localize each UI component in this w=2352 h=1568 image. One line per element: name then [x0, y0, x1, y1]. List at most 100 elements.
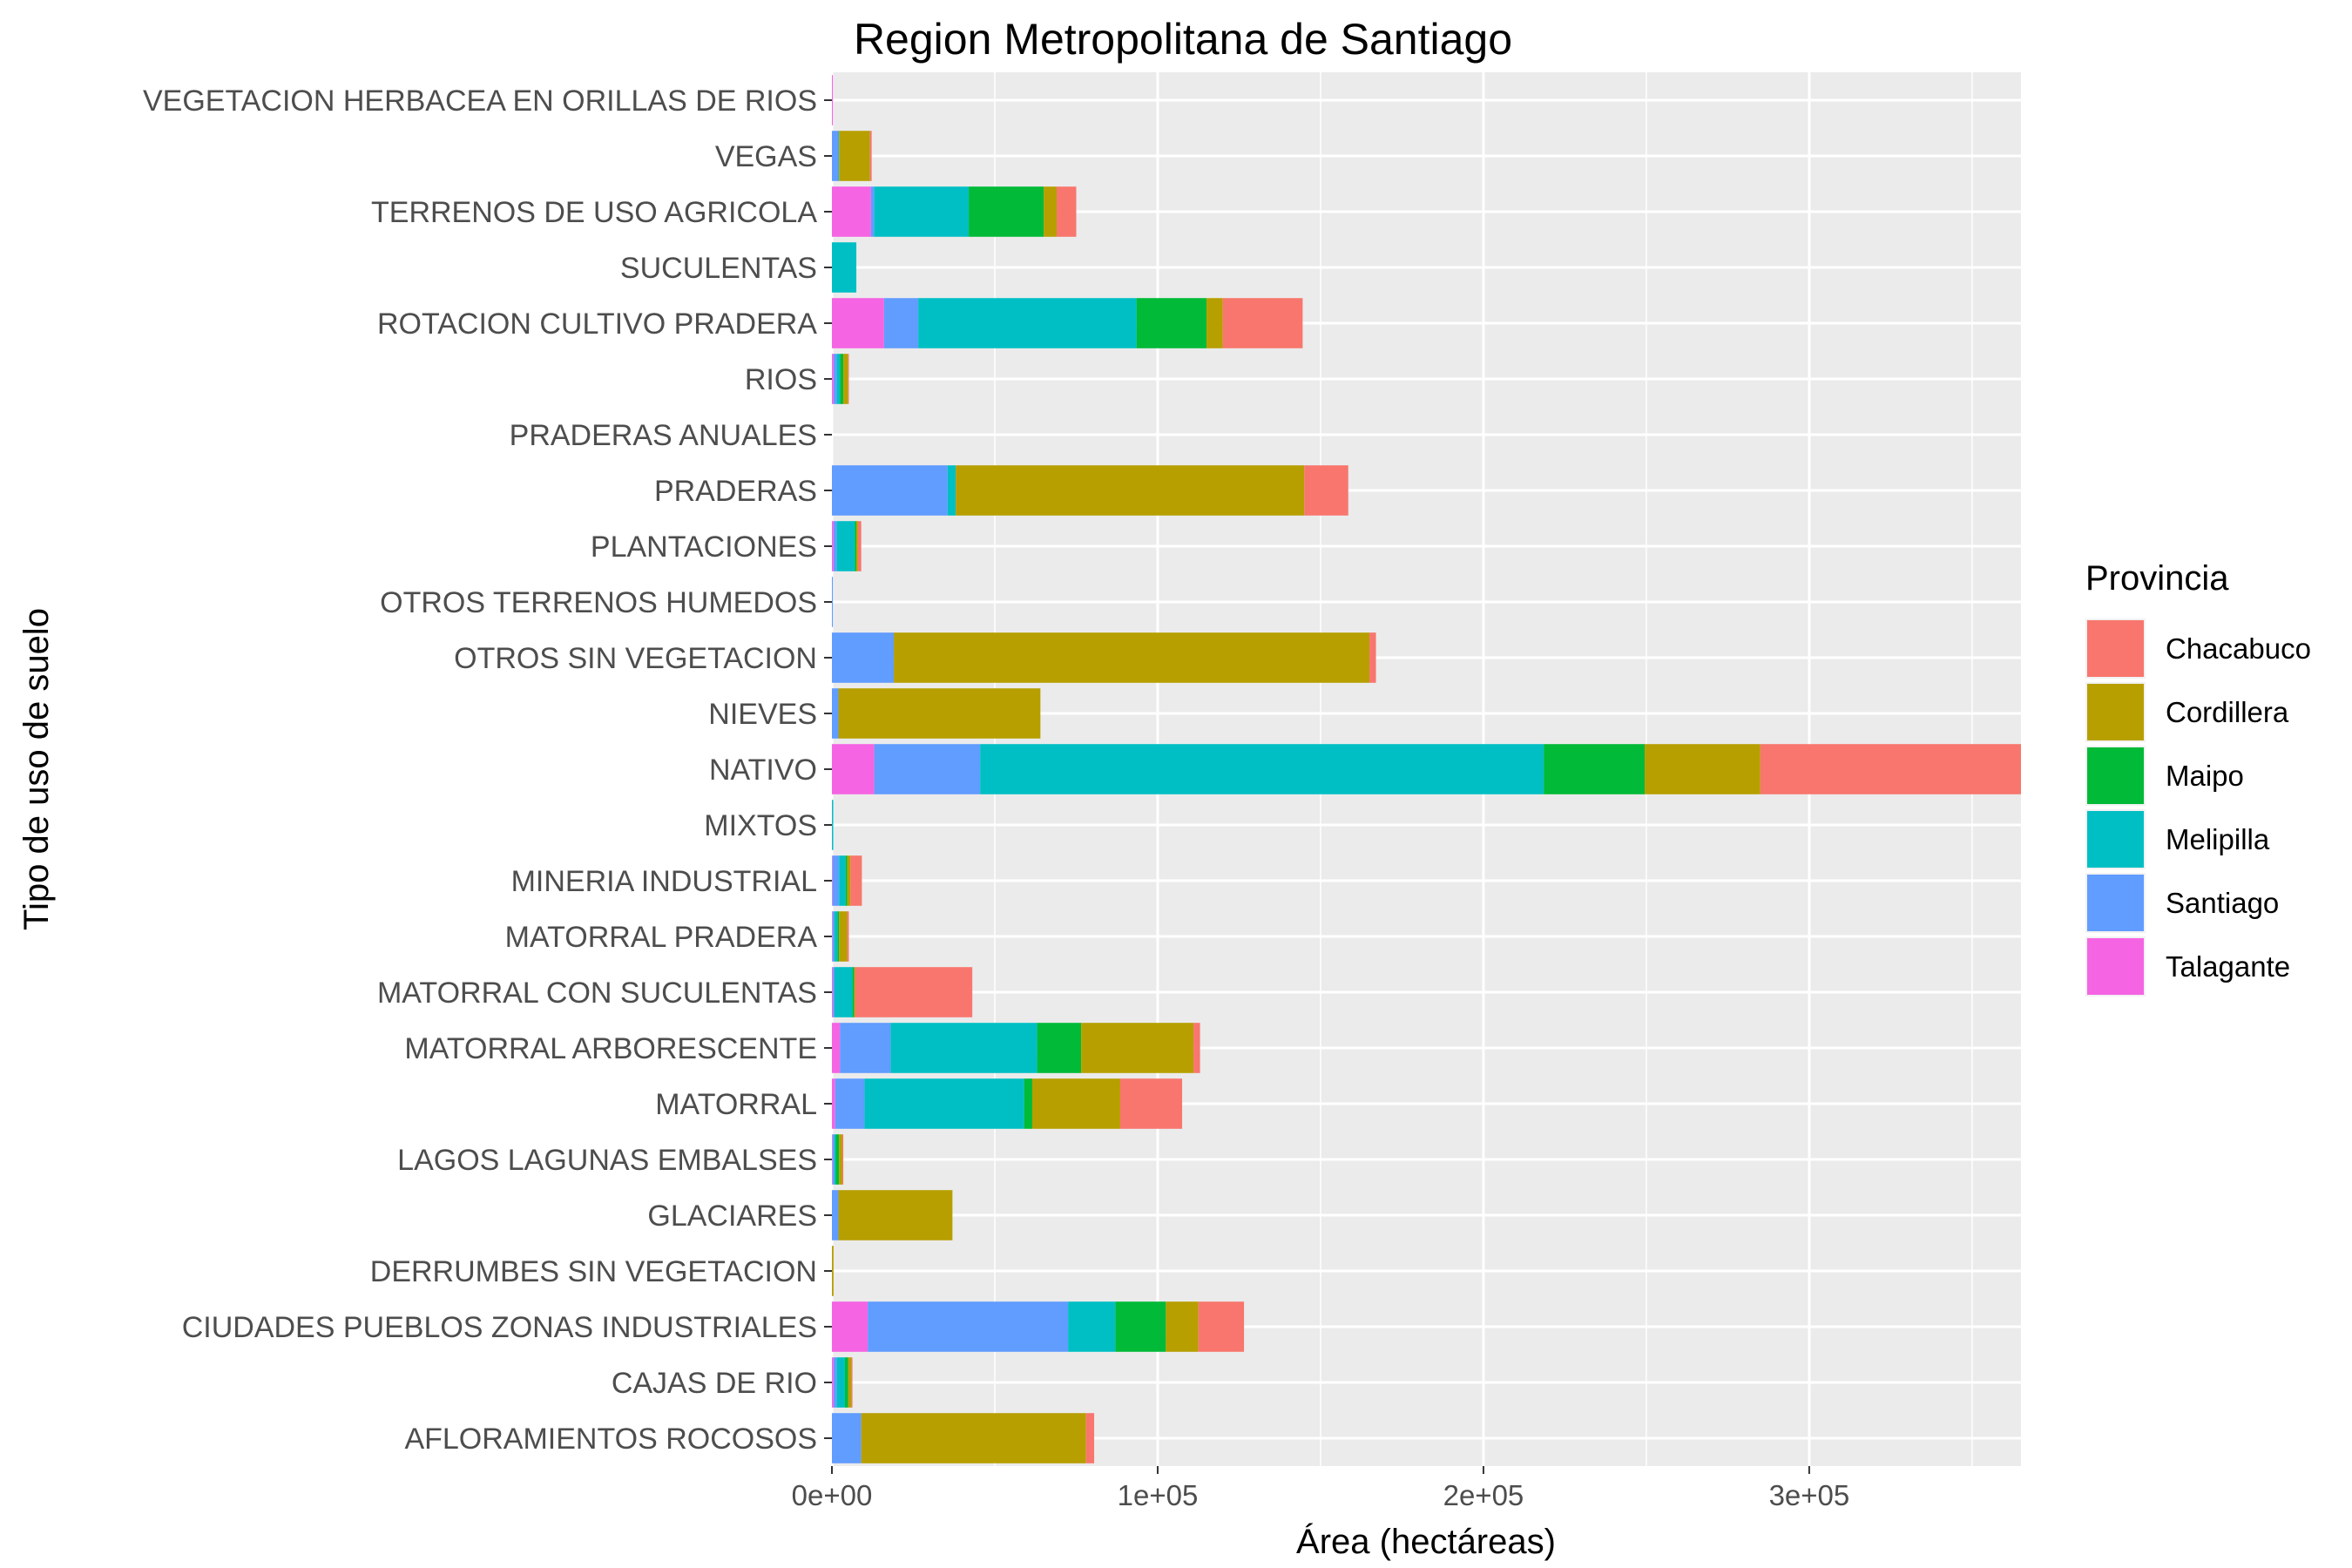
- x-tick-label: 0e+00: [792, 1479, 873, 1511]
- bar-segment: [947, 465, 956, 516]
- bar-segment: [832, 800, 834, 850]
- bar-segment: [861, 1413, 1086, 1463]
- bar-segment: [832, 1413, 862, 1463]
- bar-segment: [855, 521, 857, 571]
- bar-segment: [1369, 632, 1376, 683]
- y-tick-label: MIXTOS: [704, 809, 817, 842]
- bar-segment: [854, 967, 855, 1017]
- grid-lines: [830, 72, 2021, 1466]
- bar-segment: [833, 354, 837, 404]
- x-tick-labels: 0e+00 1e+05 2e+05 3e+05: [792, 1466, 1849, 1511]
- bar-segment: [834, 1134, 836, 1185]
- x-axis-title: Área (hectáreas): [1296, 1522, 1556, 1561]
- y-tick-label: PRADERAS ANUALES: [510, 419, 817, 452]
- bar-segment: [980, 744, 1544, 794]
- bar-segment: [890, 1023, 1037, 1073]
- bar-segment: [1024, 1078, 1032, 1129]
- y-tick-label: VEGAS: [715, 140, 817, 173]
- bar-segment: [1544, 744, 1646, 794]
- y-tick-label: CAJAS DE RIO: [612, 1367, 817, 1400]
- bar-segment: [1206, 298, 1223, 348]
- bar-segment: [832, 1246, 834, 1296]
- bar-segment: [870, 186, 875, 237]
- category-labels: VEGETACION HERBACEA EN ORILLAS DE RIOS VE…: [143, 84, 832, 1456]
- y-tick-label: MATORRAL PRADERA: [505, 921, 818, 954]
- bar-segment: [836, 521, 855, 571]
- bar-segment: [836, 1357, 845, 1408]
- bar-segment: [850, 855, 862, 906]
- bar-segment: [832, 911, 835, 962]
- bar-segment: [883, 298, 919, 348]
- bar-segment: [869, 131, 872, 181]
- bar-segment: [836, 354, 841, 404]
- bar-segment: [838, 1190, 953, 1240]
- bar-segment: [864, 1078, 1024, 1129]
- bar-segment: [832, 1190, 839, 1240]
- legend-label: Maipo: [2166, 760, 2244, 792]
- bar-segment: [856, 521, 858, 571]
- legend-swatch: [2087, 620, 2144, 677]
- y-tick-label: TERRENOS DE USO AGRICOLA: [371, 196, 817, 229]
- y-tick-label: MATORRAL ARBORESCENTE: [404, 1032, 817, 1065]
- bar-segment: [833, 967, 835, 1017]
- bar-segment: [1057, 186, 1077, 237]
- bar-segment: [832, 521, 834, 571]
- bar-segment: [832, 855, 833, 906]
- bar-segment: [837, 911, 840, 962]
- bar-segment: [835, 1078, 865, 1129]
- bar-segment: [1085, 1413, 1095, 1463]
- bar-segment: [834, 967, 853, 1017]
- bar-segment: [832, 632, 895, 683]
- y-tick-label: AFLORAMIENTOS ROCOSOS: [404, 1423, 817, 1456]
- bar-segment: [832, 242, 857, 293]
- legend-label: Melipilla: [2166, 823, 2270, 855]
- bar-segment: [868, 1301, 1069, 1352]
- y-tick-label: SUCULENTAS: [620, 252, 817, 285]
- legend-label: Chacabuco: [2166, 632, 2311, 665]
- y-tick-label: NATIVO: [709, 754, 817, 787]
- legend-label: Cordillera: [2166, 696, 2289, 728]
- legend-swatch: [2087, 747, 2144, 804]
- y-tick-label: MATORRAL CON SUCULENTAS: [377, 977, 817, 1010]
- bar-segment: [918, 298, 1137, 348]
- legend: Provincia Chacabuco Cordillera Maipo Melipi…: [2085, 559, 2311, 997]
- bar-segment: [832, 967, 834, 1017]
- bar-segment: [848, 1357, 852, 1408]
- chart-title: Region Metropolitana de Santiago: [854, 15, 1512, 64]
- bar-segment: [1136, 298, 1207, 348]
- y-tick-label: GLACIARES: [647, 1200, 817, 1233]
- legend-items: Chacabuco Cordillera Maipo Melipilla Santiag…: [2085, 618, 2311, 997]
- y-axis-title: Tipo de uso de suelo: [17, 608, 56, 930]
- y-tick-label: ROTACION CULTIVO PRADERA: [377, 308, 817, 341]
- y-tick-label: DERRUMBES SIN VEGETACION: [370, 1255, 817, 1288]
- bar-segment: [839, 1134, 842, 1185]
- bar-segment: [1198, 1301, 1245, 1352]
- legend-swatch: [2087, 938, 2144, 995]
- bar-segment: [851, 1357, 853, 1408]
- bar-segment: [832, 911, 833, 962]
- bar-segment: [840, 1023, 891, 1073]
- bar-segment: [841, 1134, 844, 1185]
- bar-segment: [832, 1023, 841, 1073]
- y-tick-label: NIEVES: [708, 698, 817, 731]
- bar-segment: [874, 186, 970, 237]
- bar-segment: [832, 577, 834, 627]
- y-tick-label: VEGETACION HERBACEA EN ORILLAS DE RIOS: [143, 84, 817, 118]
- bar-segment: [839, 131, 870, 181]
- bar-segment: [848, 354, 849, 404]
- bar-segment: [845, 855, 848, 906]
- bar-segment: [838, 131, 840, 181]
- y-tick-label: OTROS TERRENOS HUMEDOS: [380, 586, 817, 619]
- legend-label: Santiago: [2166, 887, 2279, 919]
- legend-title: Provincia: [2085, 559, 2229, 598]
- bar-segment: [832, 1134, 835, 1185]
- x-tick-label: 1e+05: [1118, 1479, 1199, 1511]
- bar-segment: [832, 298, 884, 348]
- bar-segment: [839, 911, 848, 962]
- bar-segment: [832, 855, 840, 906]
- bars-group: [832, 75, 2021, 1463]
- bar-segment: [832, 75, 834, 125]
- bar-segment: [1115, 1301, 1166, 1352]
- y-tick-label: OTROS SIN VEGETACION: [454, 642, 817, 675]
